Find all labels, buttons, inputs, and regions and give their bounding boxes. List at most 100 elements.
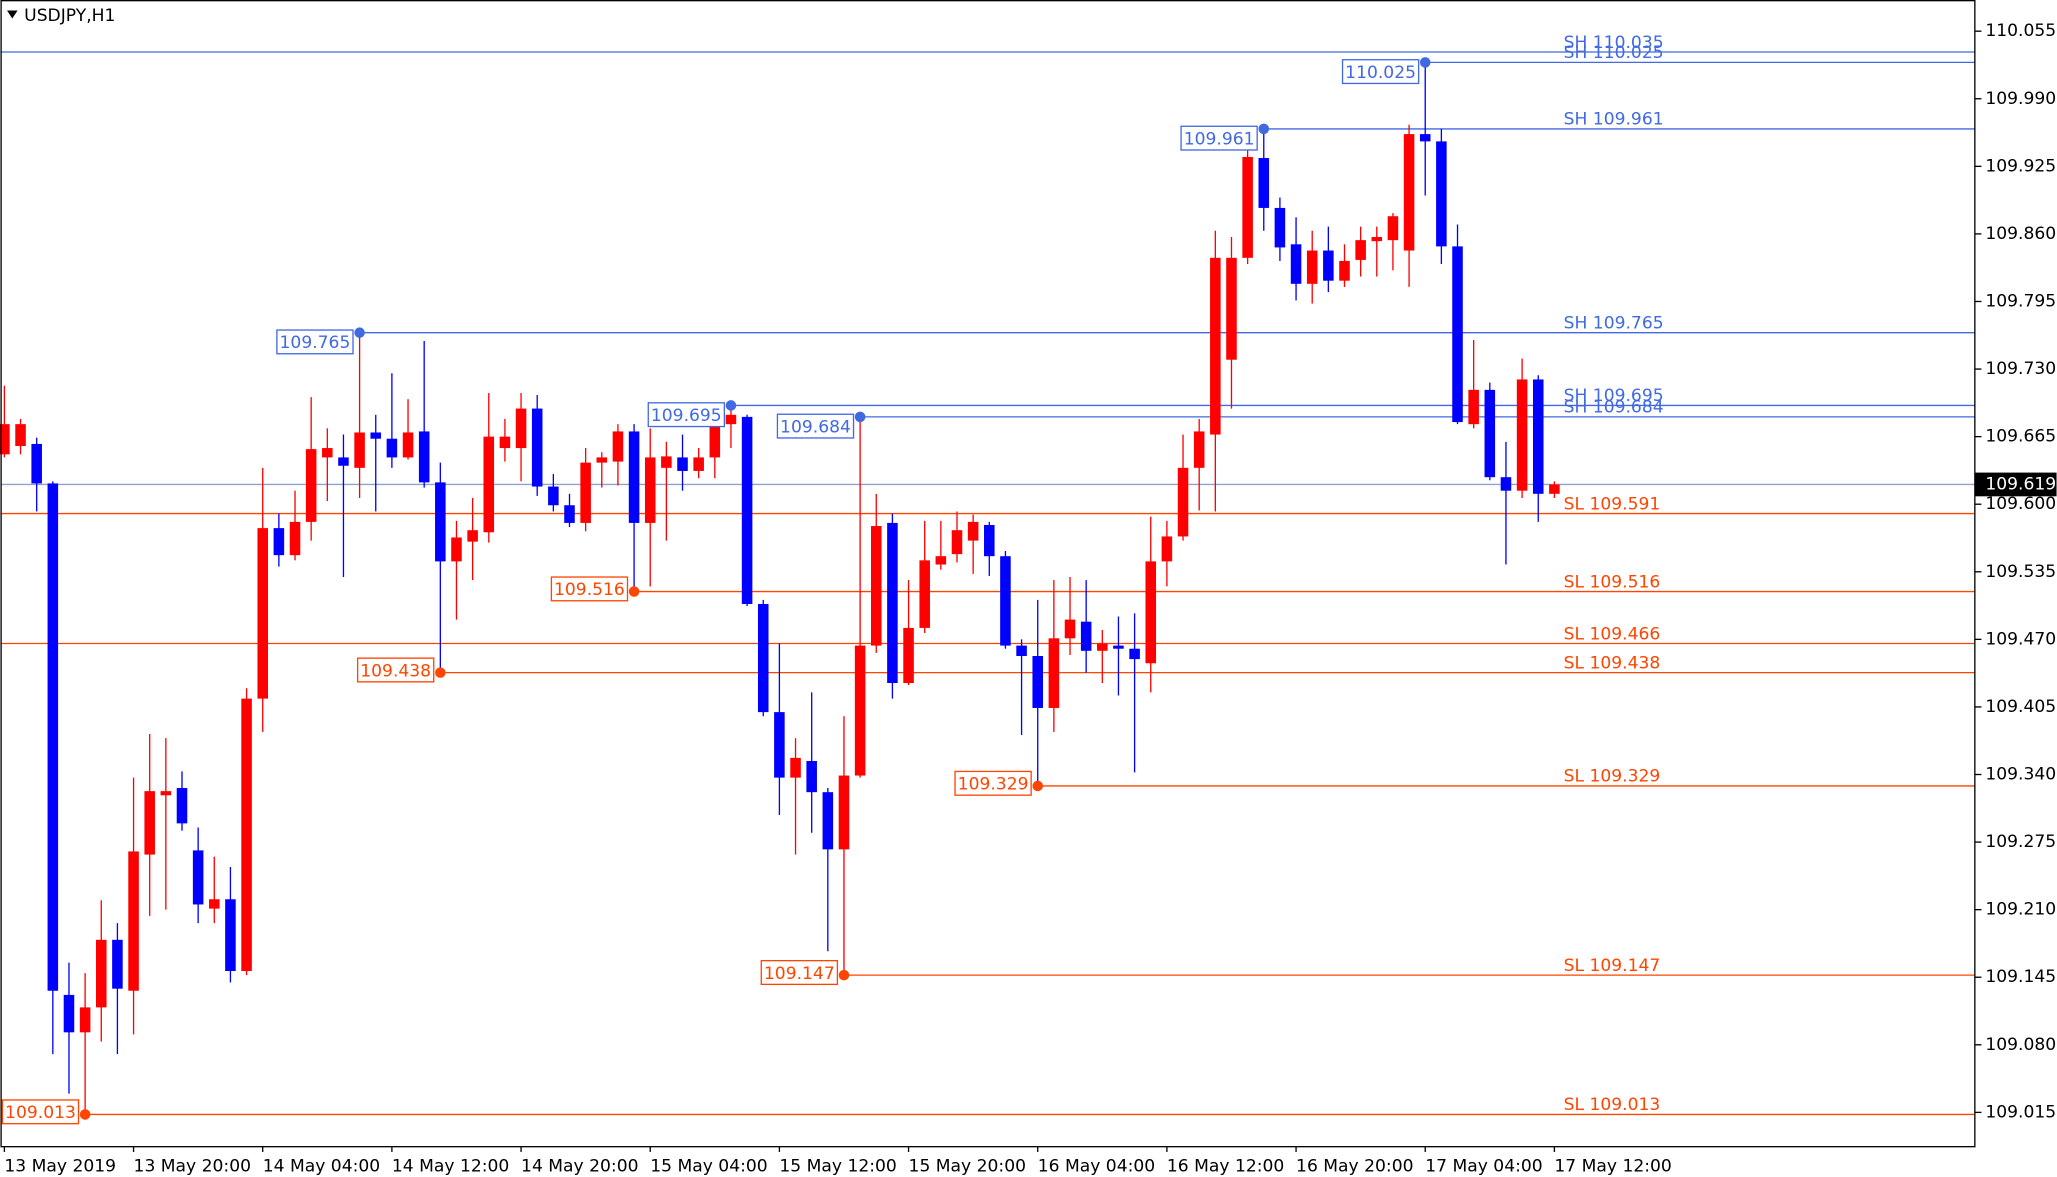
candle-body [531, 408, 543, 487]
candle-body [273, 528, 285, 556]
candle-body [386, 438, 398, 458]
candle-body [241, 698, 252, 971]
y-tick-label: 110.055 [1985, 21, 2056, 41]
swing-label: 109.516 [554, 580, 625, 600]
current-price-tag [1974, 472, 2057, 497]
y-tick-label: 109.210 [1985, 900, 2056, 920]
candle-body [160, 791, 172, 796]
candle-body [1323, 250, 1334, 281]
y-tick-label: 109.925 [1985, 156, 2056, 176]
candle-body [1274, 207, 1286, 248]
candle-body [967, 521, 979, 541]
candle-body [790, 757, 801, 778]
x-tick-label: 14 May 04:00 [263, 1156, 380, 1176]
axis-layer: 110.055 109.990 109.925 109.860 109.795 109.7… [3, 21, 2057, 1176]
x-tick-label: 13 May 2019 [4, 1156, 116, 1176]
y-tick-label: 109.080 [1985, 1035, 2056, 1055]
candle-body [225, 899, 236, 971]
y-tick-label: 109.405 [1985, 697, 2056, 717]
swing-label: 109.013 [5, 1103, 76, 1123]
candle-body [1419, 134, 1431, 142]
level-label: SL 109.147 [1564, 956, 1661, 976]
candle-body [322, 448, 333, 458]
level-label: SL 109.013 [1564, 1095, 1661, 1115]
candle-body [806, 760, 817, 793]
candle-body [548, 486, 559, 506]
swing-label-box [760, 959, 839, 986]
candle-body [693, 457, 704, 471]
candle-body [0, 424, 10, 455]
candle-body [1113, 645, 1124, 649]
x-tick-label: 17 May 04:00 [1425, 1156, 1542, 1176]
candle-body [1484, 389, 1496, 478]
candle-body [1097, 643, 1108, 651]
current-price-label: 109.619 [1985, 474, 2056, 494]
x-tick-label: 16 May 20:00 [1296, 1156, 1413, 1176]
level-label: SL 109.591 [1564, 494, 1661, 514]
candle-body [854, 645, 866, 776]
level-label: SL 109.466 [1564, 624, 1661, 644]
candle-body [903, 627, 914, 684]
chart-title: USDJPY,H1 [24, 6, 115, 26]
swing-marker [725, 400, 737, 411]
y-tick-label: 109.340 [1985, 765, 2056, 785]
candle-body [112, 939, 123, 989]
candle-body [741, 416, 753, 605]
candle-body [338, 457, 349, 466]
candle-body [612, 431, 624, 462]
level-label: SL 109.329 [1564, 767, 1661, 787]
level-label: SH 109.684 [1564, 398, 1664, 418]
candles-layer [0, 62, 1560, 1115]
candle-body [596, 457, 608, 463]
candle-body [31, 443, 42, 484]
level-label: SH 109.695 [1564, 386, 1664, 406]
candle-body [870, 526, 882, 646]
candle-body [757, 604, 769, 713]
candle-body [1306, 250, 1318, 284]
candle-body [63, 994, 75, 1033]
swing-label-box [276, 329, 354, 355]
x-tick-label: 15 May 12:00 [779, 1156, 896, 1176]
candle-body [499, 436, 511, 449]
levels-layer [0, 51, 1975, 1116]
swing-label-box [356, 657, 435, 683]
swing-label: 110.025 [1345, 63, 1416, 83]
x-tick-label: 15 May 20:00 [909, 1156, 1026, 1176]
menu-triangle [7, 10, 18, 19]
y-tick-label: 109.015 [1985, 1102, 2056, 1122]
candle-body [128, 851, 139, 991]
candle-body [47, 483, 59, 991]
y-tick-label: 109.665 [1985, 427, 2056, 447]
candle-body [1355, 240, 1366, 260]
swing-marker [435, 667, 446, 678]
plot-frame [0, 0, 1976, 1148]
y-tick-label: 109.145 [1985, 967, 2056, 987]
candle-body [984, 525, 995, 557]
swing-label-box [550, 576, 629, 602]
level-label: SH 110.025 [1564, 43, 1664, 63]
candle-body [1080, 621, 1092, 651]
candle-body [1436, 141, 1447, 247]
swing-marker [854, 411, 866, 423]
swing-marker [1258, 123, 1270, 135]
candle-body [725, 414, 737, 425]
candle-body [887, 522, 898, 684]
candle-body [644, 457, 656, 523]
level-label: SH 110.035 [1564, 33, 1664, 53]
swing-marker [79, 1109, 91, 1120]
candle-body [1193, 431, 1205, 468]
candle-body [144, 791, 155, 855]
swing-label-box [1341, 59, 1420, 85]
candle-body [774, 712, 785, 778]
y-tick-label: 109.600 [1985, 494, 2056, 514]
x-tick-label: 17 May 12:00 [1554, 1156, 1671, 1176]
y-tick-label: 109.795 [1985, 291, 2056, 311]
candle-body [354, 432, 365, 468]
candle-body [1371, 237, 1383, 242]
swing-label: 109.684 [780, 417, 851, 437]
swing-label: 109.695 [651, 406, 722, 426]
candle-body [628, 431, 640, 523]
